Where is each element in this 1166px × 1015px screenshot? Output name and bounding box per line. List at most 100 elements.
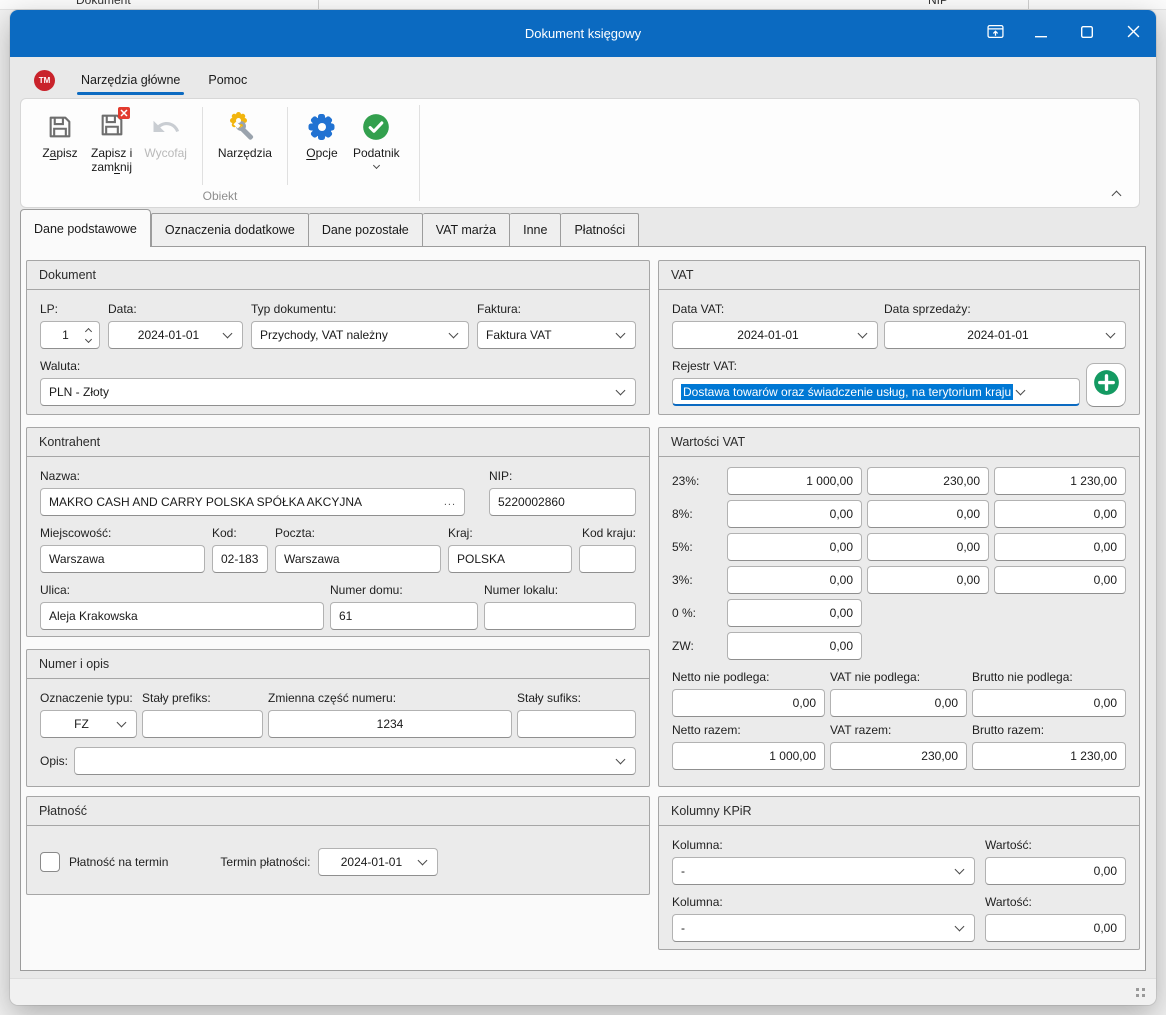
titlebar[interactable]: Dokument księgowy [10, 10, 1156, 57]
pin-window-button[interactable] [972, 10, 1018, 57]
miejscowosc-field: Miejscowość: Warszawa [40, 524, 205, 573]
ribbon-separator [287, 107, 288, 185]
netto-nie-podlega-input[interactable]: 0,00 [672, 689, 825, 717]
tools-button[interactable]: Narzędzia [212, 105, 278, 187]
kpir-row-1: Kolumna: - Wartość: 0,00 [672, 836, 1126, 885]
termin-platnosci-select[interactable]: 2024-01-01 [318, 848, 438, 876]
data-field: Data: 2024-01-01 [108, 300, 243, 349]
group-numer-i-opis: Numer i opis Oznaczenie typu: FZ Stały p… [26, 649, 650, 787]
collapse-ribbon-button[interactable] [1107, 185, 1125, 199]
staly-sufiks-input[interactable] [517, 710, 636, 738]
group-vat: VAT Data VAT: 2024-01-01 Data sprzedaży: [658, 260, 1140, 415]
vat-row-zw: ZW: 0,00 [672, 632, 1126, 660]
save-and-close-button[interactable]: Zapisz izamknij [85, 105, 138, 187]
vat-razem-input[interactable]: 230,00 [830, 742, 967, 770]
close-badge-icon [118, 107, 130, 119]
vat-3-vat-input[interactable]: 0,00 [867, 566, 989, 594]
maximize-button[interactable] [1064, 10, 1110, 57]
tab-inne[interactable]: Inne [510, 213, 561, 246]
tab-dane-pozostale[interactable]: Dane pozostałe [309, 213, 423, 246]
rejestr-vat-field: Rejestr VAT: Dostawa towarów oraz świadc… [672, 357, 1080, 406]
close-button[interactable] [1110, 10, 1156, 57]
vat-8-brutto-input[interactable]: 0,00 [994, 500, 1126, 528]
staly-prefiks-input[interactable] [142, 710, 263, 738]
poczta-input[interactable]: Warszawa [275, 545, 441, 573]
waluta-select[interactable]: PLN - Złoty [40, 378, 636, 406]
miejscowosc-input[interactable]: Warszawa [40, 545, 205, 573]
vat-23-brutto-input[interactable]: 1 230,00 [994, 467, 1126, 495]
tab-platnosci[interactable]: Płatności [561, 213, 639, 246]
chevron-down-icon [858, 329, 868, 339]
rejestr-vat-select[interactable]: Dostawa towarów oraz świadczenie usług, … [672, 378, 1080, 406]
oznaczenie-typu-field: Oznaczenie typu: FZ [40, 689, 137, 738]
zmienna-czesc-input[interactable]: 1234 [268, 710, 512, 738]
vat-0-input[interactable]: 0,00 [727, 599, 862, 627]
options-button[interactable]: Opcje [297, 105, 347, 187]
chevron-down-icon [418, 856, 428, 866]
spinner-arrows[interactable] [82, 329, 91, 342]
kolumna-field: Kolumna: - [672, 836, 975, 885]
kolumna-select-1[interactable]: - [672, 857, 975, 885]
kolumna-select-2[interactable]: - [672, 914, 975, 942]
lp-spinner[interactable]: 1 [40, 321, 100, 349]
kolumna-field: Kolumna: - [672, 893, 975, 942]
undo-button: Wycofaj [138, 105, 193, 187]
ribbon-tab-narzedzia-glowne[interactable]: Narzędzia główne [67, 69, 194, 91]
poczta-field: Poczta: Warszawa [275, 524, 441, 573]
plus-icon [1093, 369, 1120, 401]
vat-23-vat-input[interactable]: 230,00 [867, 467, 989, 495]
vat-row-0: 0 %: 0,00 [672, 599, 1126, 627]
pin-window-icon [987, 24, 1004, 44]
vat-3-netto-input[interactable]: 0,00 [727, 566, 862, 594]
vat-nie-podlega-input[interactable]: 0,00 [830, 689, 967, 717]
tab-dane-podstawowe[interactable]: Dane podstawowe [20, 209, 151, 247]
data-vat-select[interactable]: 2024-01-01 [672, 321, 878, 349]
chevron-down-icon [373, 162, 380, 169]
netto-razem-input[interactable]: 1 000,00 [672, 742, 825, 770]
data-sprzedazy-select[interactable]: 2024-01-01 [884, 321, 1126, 349]
vat-3-brutto-input[interactable]: 0,00 [994, 566, 1126, 594]
vat-23-netto-input[interactable]: 1 000,00 [727, 467, 862, 495]
kpir-row-2: Kolumna: - Wartość: 0,00 [672, 893, 1126, 942]
kraj-input[interactable]: POLSKA [448, 545, 572, 573]
background-divider [1028, 0, 1029, 10]
brutto-nie-podlega-input[interactable]: 0,00 [972, 689, 1126, 717]
taxpayer-button[interactable]: Podatnik [347, 105, 406, 187]
browse-contractor-button[interactable]: ... [438, 496, 456, 508]
brutto-razem-input[interactable]: 1 230,00 [972, 742, 1126, 770]
platnosc-na-termin-checkbox[interactable] [40, 852, 60, 872]
vat-5-vat-input[interactable]: 0,00 [867, 533, 989, 561]
tab-vat-marza[interactable]: VAT marża [423, 213, 510, 246]
add-vat-register-button[interactable] [1086, 363, 1126, 407]
nip-input[interactable]: 5220002860 [489, 488, 636, 516]
numer-domu-input[interactable]: 61 [330, 602, 478, 630]
chevron-down-icon [616, 329, 626, 339]
nazwa-input[interactable]: MAKRO CASH AND CARRY POLSKA SPÓŁKA AKCYJ… [40, 488, 465, 516]
vat-8-netto-input[interactable]: 0,00 [727, 500, 862, 528]
group-title: Płatność [27, 797, 649, 826]
vat-8-vat-input[interactable]: 0,00 [867, 500, 989, 528]
vat-5-brutto-input[interactable]: 0,00 [994, 533, 1126, 561]
tab-oznaczenia-dodatkowe[interactable]: Oznaczenia dodatkowe [151, 213, 309, 246]
opis-select[interactable] [74, 747, 636, 775]
ribbon-tab-pomoc[interactable]: Pomoc [194, 69, 261, 91]
vat-5-netto-input[interactable]: 0,00 [727, 533, 862, 561]
gear-icon [309, 114, 335, 140]
wartosc-input-2[interactable]: 0,00 [985, 914, 1126, 942]
ulica-input[interactable]: Aleja Krakowska [40, 602, 324, 630]
wartosc-input-1[interactable]: 0,00 [985, 857, 1126, 885]
resize-grip[interactable] [1136, 988, 1145, 997]
typ-dokumentu-select[interactable]: Przychody, VAT należny [251, 321, 469, 349]
kod-kraju-input[interactable] [579, 545, 636, 573]
minimize-button[interactable] [1018, 10, 1064, 57]
numer-lokalu-input[interactable] [484, 602, 636, 630]
oznaczenie-typu-select[interactable]: FZ [40, 710, 137, 738]
app-logo[interactable]: TM [34, 70, 55, 91]
kraj-field: Kraj: POLSKA [448, 524, 572, 573]
kod-input[interactable]: 02-183 [212, 545, 268, 573]
save-button[interactable]: Zapisz [35, 105, 85, 187]
nazwa-field: Nazwa: MAKRO CASH AND CARRY POLSKA SPÓŁK… [40, 467, 465, 516]
vat-zw-input[interactable]: 0,00 [727, 632, 862, 660]
data-select[interactable]: 2024-01-01 [108, 321, 243, 349]
faktura-select[interactable]: Faktura VAT [477, 321, 636, 349]
